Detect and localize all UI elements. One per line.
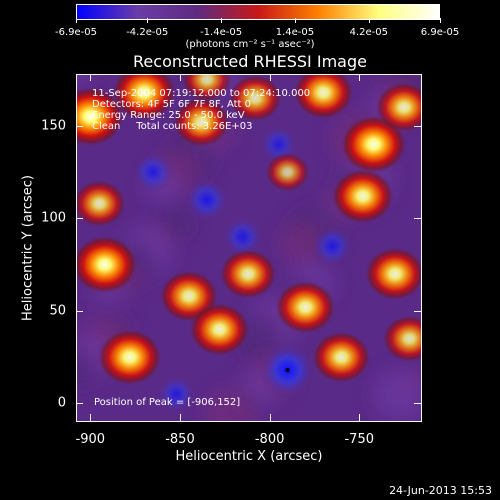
bright-source	[228, 74, 283, 122]
bright-source	[181, 74, 232, 102]
bright-source	[111, 74, 177, 121]
colorbar-tick-label: -1.4e-05	[200, 27, 243, 38]
bright-source	[172, 96, 231, 148]
bright-source	[97, 328, 162, 386]
y-tick-mark	[414, 310, 421, 312]
colorbar-tick-label: -6.9e-05	[55, 27, 97, 38]
x-tick-mark	[179, 74, 181, 81]
y-tick-mark	[76, 125, 83, 127]
y-tick-mark	[414, 218, 421, 220]
y-tick-mark	[76, 310, 83, 312]
timestamp: 24-Jun-2013 15:53	[389, 484, 492, 497]
x-tick-mark	[179, 414, 181, 421]
bright-source	[340, 115, 407, 174]
x-axis-label: Heliocentric X (arcsec)	[175, 449, 323, 464]
bright-source	[219, 248, 277, 300]
annotation-energy: Energy Range: 25.0 - 50.0 keV	[92, 110, 245, 121]
x-tick-label: -850	[165, 432, 195, 447]
colorbar	[76, 4, 440, 20]
bright-source	[364, 247, 422, 301]
x-tick-mark	[90, 414, 92, 421]
x-tick-mark	[269, 74, 271, 81]
x-tick-label: -750	[344, 432, 375, 447]
texture-blob	[205, 389, 257, 422]
y-tick-label: 0	[57, 395, 66, 411]
dim-source	[311, 225, 354, 268]
colorbar-tick-mark	[368, 18, 370, 23]
bright-source	[293, 74, 354, 120]
bright-source	[331, 168, 395, 224]
y-tick-label: 100	[41, 210, 66, 226]
texture-blob	[280, 222, 324, 266]
dim-source	[221, 215, 264, 258]
bright-source	[76, 235, 138, 294]
x-tick-mark	[269, 414, 271, 421]
dim-source	[132, 151, 175, 194]
chart-title: Reconstructed RHESSI Image	[133, 52, 367, 71]
colorbar-tick-label: 6.9e-05	[420, 27, 460, 38]
y-tick-label: 150	[41, 118, 66, 134]
x-tick-label: -800	[254, 432, 285, 447]
y-tick-mark	[76, 218, 83, 220]
bright-source	[311, 331, 371, 384]
x-tick-mark	[359, 414, 361, 421]
bright-source	[382, 315, 422, 363]
y-tick-mark	[76, 403, 83, 405]
x-tick-mark	[359, 74, 361, 81]
bright-source	[375, 82, 422, 133]
colorbar-tick-label: -4.2e-05	[126, 27, 169, 38]
colorbar-unit: (photons cm⁻² s⁻¹ asec⁻²)	[185, 39, 315, 50]
minimum-marker	[285, 368, 290, 373]
colorbar-tick-label: 1.4e-05	[275, 27, 315, 38]
bright-source	[189, 302, 250, 357]
bright-source	[76, 179, 127, 228]
annotation-peak: Position of Peak = [-906,152]	[94, 397, 241, 408]
x-tick-mark	[90, 74, 92, 81]
colorbar-tick-mark	[294, 18, 296, 23]
y-tick-mark	[414, 403, 421, 405]
y-tick-label: 50	[49, 303, 66, 319]
bright-source	[76, 86, 125, 147]
colorbar-tick-mark	[440, 18, 441, 23]
annotation-detectors: Detectors: 4F 5F 6F 7F 8F, Att 0	[92, 99, 252, 110]
colorbar-tick-mark	[76, 18, 77, 23]
texture-blob	[373, 369, 422, 421]
y-axis-label: Heliocentric Y (arcsec)	[20, 175, 36, 321]
colorbar-tick-mark	[147, 18, 149, 23]
plot-area	[76, 74, 422, 422]
dim-source	[156, 374, 196, 414]
x-tick-label: -900	[75, 432, 106, 447]
colorbar-tick-label: 4.2e-05	[349, 27, 388, 38]
bright-source	[265, 152, 310, 192]
y-tick-mark	[414, 125, 421, 127]
texture-blob	[76, 351, 97, 387]
texture-blob	[76, 74, 90, 88]
annotation-time-range: 11-Sep-2004 07:19:12.000 to 07:24:10.000	[92, 88, 311, 99]
colorbar-tick-mark	[221, 18, 223, 23]
dim-source	[184, 177, 230, 223]
heatmap-image	[76, 74, 422, 422]
annotation-method: Clean Total counts: 3.26E+03	[92, 121, 253, 132]
bright-source	[275, 280, 336, 335]
